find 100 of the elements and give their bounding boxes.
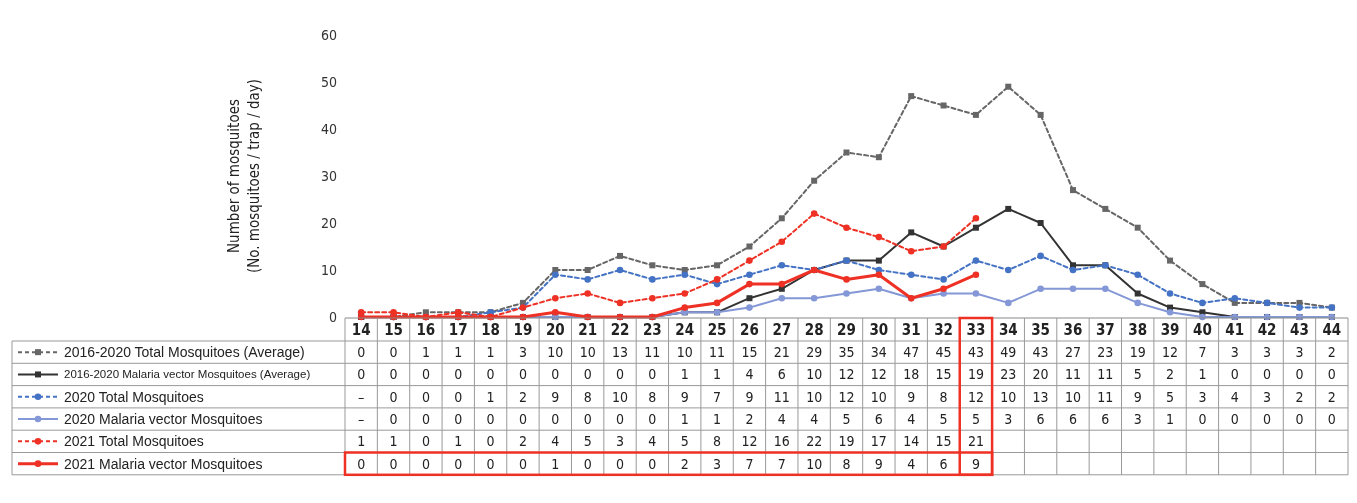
data-label: 0 bbox=[1295, 410, 1304, 427]
data-label: 10 bbox=[806, 366, 823, 383]
data-label: 27 bbox=[1064, 344, 1081, 361]
data-label: 9 bbox=[874, 455, 883, 472]
data-label: 1 bbox=[1166, 410, 1175, 427]
x-tick-label: 41 bbox=[1225, 320, 1245, 339]
data-label: 9 bbox=[1133, 388, 1142, 405]
data-label: 8 bbox=[842, 455, 851, 472]
data-label: 14 bbox=[903, 433, 920, 450]
data-label: 12 bbox=[967, 388, 984, 405]
data-label: 11 bbox=[1097, 388, 1114, 405]
data-label: 0 bbox=[454, 388, 463, 405]
data-label: 18 bbox=[903, 366, 920, 383]
data-label: 0 bbox=[518, 410, 527, 427]
data-label: 1 bbox=[713, 410, 722, 427]
data-label: 1 bbox=[680, 410, 689, 427]
data-label: 19 bbox=[967, 366, 984, 383]
data-label: 0 bbox=[389, 455, 398, 472]
data-label: 9 bbox=[971, 455, 980, 472]
data-label: 0 bbox=[389, 388, 398, 405]
data-label: 15 bbox=[935, 366, 952, 383]
data-label: 21 bbox=[967, 433, 984, 450]
data-label: 5 bbox=[842, 410, 851, 427]
y-tick-label: 0 bbox=[328, 308, 337, 325]
text: – bbox=[358, 388, 365, 405]
data-label: 1 bbox=[551, 455, 560, 472]
data-label: 3 bbox=[518, 344, 527, 361]
x-tick-label: 35 bbox=[1031, 320, 1051, 339]
x-tick-label: 27 bbox=[772, 320, 792, 339]
legend-label: 2016-2020 Total Mosquitoes (Average) bbox=[64, 344, 305, 361]
data-label: 0 bbox=[357, 366, 366, 383]
data-label: 2 bbox=[1295, 388, 1304, 405]
data-label: 12 bbox=[838, 366, 855, 383]
data-label: 11 bbox=[709, 344, 726, 361]
data-label: 0 bbox=[1230, 366, 1239, 383]
data-label: 13 bbox=[612, 344, 629, 361]
data-label: 6 bbox=[874, 410, 883, 427]
data-label: 0 bbox=[486, 455, 495, 472]
data-label: 4 bbox=[648, 433, 657, 450]
data-label: 0 bbox=[518, 366, 527, 383]
data-label: 8 bbox=[648, 388, 657, 405]
data-label: 9 bbox=[551, 388, 560, 405]
data-label: 5 bbox=[971, 410, 980, 427]
data-label: 8 bbox=[713, 433, 722, 450]
data-label: 2 bbox=[745, 410, 754, 427]
y-axis-title: Number of mosquitoes (No. mosquitoes / trap / day) bbox=[225, 78, 263, 274]
x-tick-label: 30 bbox=[869, 320, 889, 339]
data-label: 0 bbox=[583, 455, 592, 472]
data-label: 47 bbox=[903, 344, 920, 361]
data-label: 1 bbox=[421, 344, 430, 361]
data-label: 1 bbox=[680, 366, 689, 383]
data-label: 16 bbox=[773, 433, 790, 450]
data-label: 1 bbox=[357, 433, 366, 450]
data-label: 4 bbox=[907, 455, 916, 472]
data-label: 0 bbox=[648, 366, 657, 383]
data-label: 10 bbox=[806, 455, 823, 472]
data-label: 0 bbox=[454, 410, 463, 427]
data-label: 0 bbox=[648, 410, 657, 427]
x-tick-label: 37 bbox=[1095, 320, 1115, 339]
data-label: 3 bbox=[1230, 344, 1239, 361]
data-label: 3 bbox=[1133, 410, 1142, 427]
x-tick-label: 22 bbox=[610, 320, 630, 339]
data-label: 6 bbox=[1068, 410, 1077, 427]
data-label: 0 bbox=[421, 366, 430, 383]
data-label: 0 bbox=[518, 455, 527, 472]
data-label: 0 bbox=[1295, 366, 1304, 383]
data-label: 1 bbox=[454, 344, 463, 361]
data-label: 11 bbox=[773, 388, 790, 405]
data-label: 0 bbox=[1230, 410, 1239, 427]
data-label: 10 bbox=[676, 344, 693, 361]
data-label: 10 bbox=[612, 388, 629, 405]
data-label: 15 bbox=[741, 344, 758, 361]
data-label: 1 bbox=[389, 433, 398, 450]
x-tick-label: 25 bbox=[707, 320, 727, 339]
data-label: 4 bbox=[745, 366, 754, 383]
data-label: 5 bbox=[1166, 388, 1175, 405]
data-label: 6 bbox=[1101, 410, 1110, 427]
data-label: 23 bbox=[1097, 344, 1114, 361]
data-label: 6 bbox=[939, 455, 948, 472]
x-tick-label: 34 bbox=[998, 320, 1018, 339]
data-label: 4 bbox=[777, 410, 786, 427]
x-tick-label: 17 bbox=[448, 320, 468, 339]
data-label: 10 bbox=[579, 344, 596, 361]
data-label: 6 bbox=[1036, 410, 1045, 427]
data-label: 0 bbox=[551, 410, 560, 427]
data-label: 20 bbox=[1032, 366, 1049, 383]
x-tick-label: 36 bbox=[1063, 320, 1083, 339]
data-label: 0 bbox=[486, 410, 495, 427]
data-label: 23 bbox=[1000, 366, 1017, 383]
data-label: 34 bbox=[870, 344, 887, 361]
x-tick-label: 15 bbox=[384, 320, 403, 339]
x-tick-label: 14 bbox=[351, 320, 371, 339]
data-label: 10 bbox=[806, 388, 823, 405]
x-tick-label: 20 bbox=[545, 320, 565, 339]
data-label: 10 bbox=[547, 344, 564, 361]
x-tick-label: 28 bbox=[804, 320, 824, 339]
data-label: 10 bbox=[870, 388, 887, 405]
data-label: 3 bbox=[1263, 388, 1272, 405]
data-label: 2 bbox=[1327, 344, 1336, 361]
legend-label: 2020 Total Mosquitoes bbox=[64, 388, 204, 405]
